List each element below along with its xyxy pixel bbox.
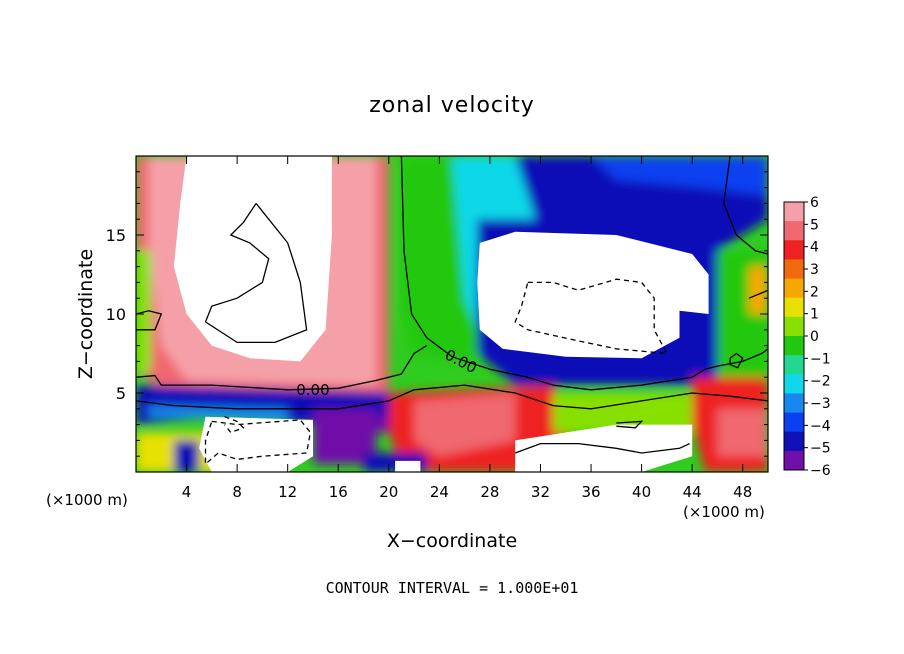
negative-contour [223, 416, 245, 434]
colorbar-label: −4 [810, 418, 831, 434]
colorbar-swatch [784, 393, 804, 414]
x-unit-right: (×1000 m) [683, 503, 765, 521]
off-scale-region [199, 416, 313, 472]
field-patch [717, 408, 768, 457]
contour-line [136, 310, 163, 331]
x-tick-label: 12 [278, 483, 297, 501]
x-tick-label: 36 [581, 483, 600, 501]
contour-line [136, 345, 428, 391]
y-tick-label: 5 [116, 384, 126, 403]
colorbar-label: 2 [810, 284, 819, 300]
field-patch [173, 440, 200, 472]
colorbar-swatch [784, 431, 804, 452]
colorbar-label: 4 [810, 240, 819, 256]
colorbar-label: 5 [810, 217, 819, 233]
colorbar-swatch [784, 240, 804, 260]
x-tick-label: 44 [683, 483, 702, 501]
x-tick-label: 24 [430, 483, 449, 501]
colorbar: 6 5 4 3 2 1 0 −1 −2 −3 −4 −5 −6 [783, 195, 831, 479]
colorbar-swatch [784, 412, 804, 433]
chart-title: zonal velocity [369, 93, 535, 118]
colorbar-swatch [784, 221, 804, 241]
contour-line [616, 420, 644, 429]
off-scale-region [515, 424, 693, 472]
colorbar-swatch [784, 374, 804, 394]
x-tick-label: 16 [329, 483, 348, 501]
colorbar-swatch [784, 202, 804, 222]
field-patch [591, 156, 768, 196]
off-scale-region [395, 460, 421, 472]
contour-lines [136, 156, 768, 466]
x-tick-label: 48 [733, 483, 752, 501]
contour-line [729, 352, 744, 369]
x-tick-label: 40 [632, 483, 651, 501]
negative-contour [204, 419, 312, 466]
field-patch [553, 393, 693, 433]
x-tick-label: 28 [480, 483, 499, 501]
colorbar-label: 0 [810, 329, 819, 345]
colorbar-label: −2 [810, 374, 831, 390]
x-tick-label: 32 [531, 483, 550, 501]
field-patch [350, 416, 389, 433]
off-scale-region [173, 156, 332, 362]
x-tick-label: 4 [182, 483, 192, 501]
field-patch [414, 393, 516, 457]
colorbar-label: −6 [810, 463, 831, 479]
negative-contour [514, 278, 669, 355]
y-tick-label: 15 [106, 226, 126, 245]
colorbar-swatch [784, 336, 804, 356]
field-patch [148, 405, 288, 422]
colorbar-swatch [784, 278, 804, 299]
y-axis-label: Z−coordinate [75, 249, 97, 379]
colorbar-swatch [784, 297, 804, 318]
off-scale-regions [173, 156, 709, 472]
colorbar-label: 3 [810, 262, 819, 278]
colorbar-swatch [784, 450, 804, 471]
contour-line [514, 442, 690, 454]
contour-interval-note: CONTOUR INTERVAL = 1.000E+01 [326, 579, 579, 597]
colorbar-label: −1 [810, 351, 831, 367]
x-tick-label: 20 [379, 483, 398, 501]
colorbar-label: −5 [810, 441, 831, 457]
colorbar-label: 1 [810, 307, 819, 323]
contour-label: 0.00 [296, 381, 329, 399]
contour-line [136, 384, 768, 410]
colorbar-label: −3 [810, 396, 831, 412]
colorbar-swatch [784, 259, 804, 280]
colorbar-swatch [784, 316, 804, 337]
contour-line [748, 289, 768, 299]
field-patch [749, 266, 768, 314]
off-scale-region [477, 231, 709, 359]
contour-line [723, 156, 768, 255]
plot-area [136, 156, 768, 472]
x-axis-label: X−coordinate [387, 530, 517, 552]
colorbar-swatch [784, 355, 804, 375]
y-tick-label: 10 [106, 305, 126, 324]
colorbar-label: 6 [810, 195, 819, 211]
x-unit-left: (×1000 m) [46, 491, 128, 509]
contour-line [204, 202, 308, 344]
x-tick-label: 8 [232, 483, 242, 501]
